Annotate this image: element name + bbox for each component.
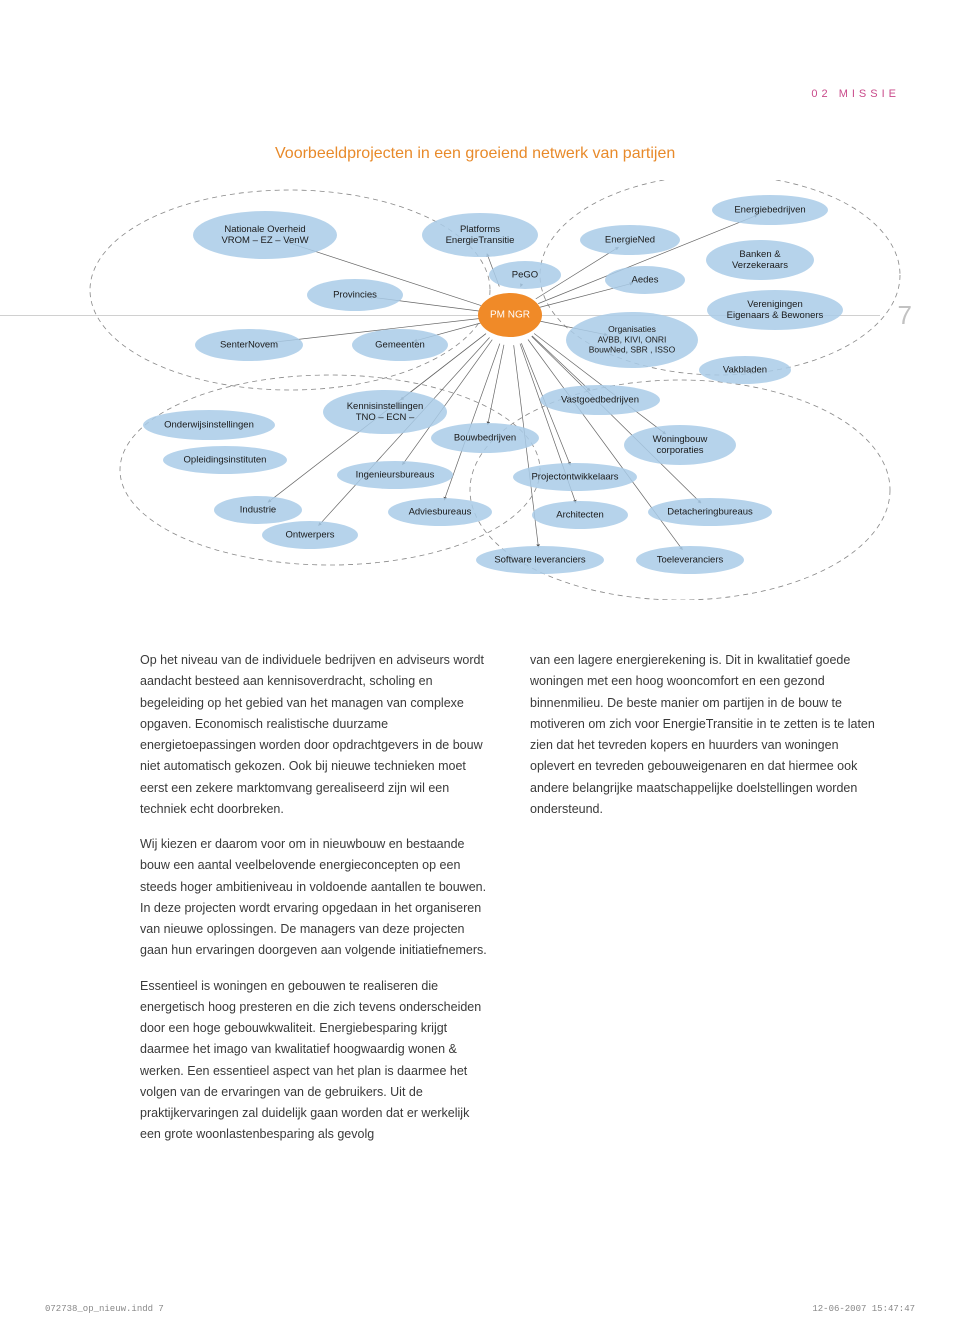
svg-text:Industrie: Industrie: [240, 505, 276, 516]
svg-text:Woningbouw: Woningbouw: [653, 434, 708, 445]
svg-text:Nationale Overheid: Nationale Overheid: [224, 224, 305, 235]
svg-text:EnergieNed: EnergieNed: [605, 235, 655, 246]
svg-text:Projectontwikkelaars: Projectontwikkelaars: [531, 472, 618, 483]
svg-text:BouwNed, SBR , ISSO: BouwNed, SBR , ISSO: [589, 344, 676, 354]
body-text: Op het niveau van de individuele bedrijv…: [140, 650, 880, 1160]
paragraph: Op het niveau van de individuele bedrijv…: [140, 650, 490, 820]
svg-text:Gemeenten: Gemeenten: [375, 340, 425, 351]
svg-text:Vastgoedbedrijven: Vastgoedbedrijven: [561, 395, 639, 406]
svg-text:VROM – EZ – VenW: VROM – EZ – VenW: [221, 235, 308, 246]
svg-text:Platforms: Platforms: [460, 224, 500, 235]
svg-text:Verzekeraars: Verzekeraars: [732, 260, 788, 271]
svg-text:Ingenieursbureaus: Ingenieursbureaus: [356, 470, 435, 481]
section-header: 02 MISSIE: [811, 88, 900, 100]
svg-text:Detacheringbureaus: Detacheringbureaus: [667, 507, 753, 518]
svg-text:TNO – ECN –: TNO – ECN –: [356, 412, 415, 423]
svg-text:Vakbladen: Vakbladen: [723, 365, 767, 376]
svg-text:PeGO: PeGO: [512, 270, 538, 281]
svg-text:Verenigingen: Verenigingen: [747, 299, 802, 310]
svg-text:Eigenaars & Bewoners: Eigenaars & Bewoners: [727, 310, 824, 321]
svg-text:AVBB, KIVI, ONRI: AVBB, KIVI, ONRI: [598, 334, 667, 344]
footer-timestamp: 12-06-2007 15:47:47: [812, 1304, 915, 1314]
svg-text:Opleidingsinstituten: Opleidingsinstituten: [184, 455, 267, 466]
svg-text:Adviesbureaus: Adviesbureaus: [409, 507, 472, 518]
print-footer: 072738_op_nieuw.indd 7 12-06-2007 15:47:…: [45, 1304, 915, 1314]
paragraph: Essentieel is woningen en gebouwen te re…: [140, 976, 490, 1146]
svg-text:Banken &: Banken &: [739, 249, 781, 260]
svg-text:Toeleveranciers: Toeleveranciers: [657, 555, 724, 566]
svg-text:Bouwbedrijven: Bouwbedrijven: [454, 433, 516, 444]
diagram-title: Voorbeeldprojecten in een groeiend netwe…: [275, 145, 675, 163]
svg-text:Ontwerpers: Ontwerpers: [285, 530, 334, 541]
svg-text:Software leveranciers: Software leveranciers: [494, 555, 586, 566]
svg-text:Kennisinstellingen: Kennisinstellingen: [347, 401, 424, 412]
paragraph: van een lagere energierekening is. Dit i…: [530, 650, 880, 820]
column-right: van een lagere energierekening is. Dit i…: [530, 650, 880, 1160]
svg-text:Provincies: Provincies: [333, 290, 377, 301]
svg-text:Architecten: Architecten: [556, 510, 604, 521]
svg-text:Energiebedrijven: Energiebedrijven: [734, 205, 805, 216]
svg-text:EnergieTransitie: EnergieTransitie: [446, 235, 515, 246]
svg-text:corporaties: corporaties: [657, 445, 704, 456]
svg-text:PM NGR: PM NGR: [490, 310, 530, 321]
svg-text:Aedes: Aedes: [632, 275, 659, 286]
footer-filename: 072738_op_nieuw.indd 7: [45, 1304, 164, 1314]
column-left: Op het niveau van de individuele bedrijv…: [140, 650, 490, 1160]
network-diagram: Nationale OverheidVROM – EZ – VenW Provin…: [0, 180, 960, 600]
svg-text:Onderwijsinstellingen: Onderwijsinstellingen: [164, 420, 254, 431]
svg-text:SenterNovem: SenterNovem: [220, 340, 278, 351]
paragraph: Wij kiezen er daarom voor om in nieuwbou…: [140, 834, 490, 962]
svg-text:Organisaties: Organisaties: [608, 324, 656, 334]
